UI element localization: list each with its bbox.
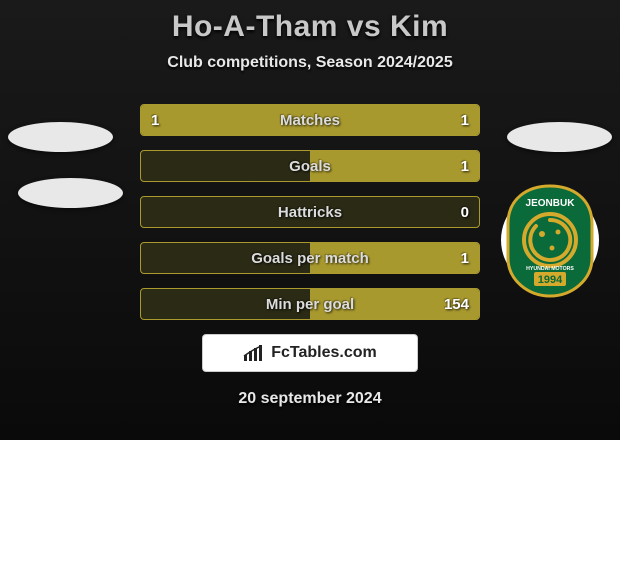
- stat-row: Goals1: [140, 150, 480, 182]
- club-badge-right: JEONBUK 1994 HYUNDAI MOTORS: [500, 180, 600, 300]
- stat-label: Goals per match: [141, 243, 479, 274]
- white-background: [0, 440, 620, 580]
- page-title: Ho-A-Tham vs Kim: [0, 10, 620, 44]
- badge-bottom-text: HYUNDAI MOTORS: [526, 266, 574, 272]
- badge-year: 1994: [538, 274, 563, 286]
- stat-label: Matches: [141, 105, 479, 136]
- subtitle: Club competitions, Season 2024/2025: [0, 54, 620, 72]
- player-photo-right-1: [507, 122, 612, 152]
- comparison-widget: Ho-A-Tham vs Kim Club competitions, Seas…: [0, 0, 620, 440]
- date-text: 20 september 2024: [0, 390, 620, 408]
- attribution-text: FcTables.com: [271, 344, 377, 362]
- stat-row: Goals per match1: [140, 242, 480, 274]
- stat-rows: 1Matches1Goals1Hattricks0Goals per match…: [140, 104, 480, 320]
- stat-value-right: 1: [461, 243, 469, 274]
- badge-top-text: JEONBUK: [526, 198, 576, 209]
- stat-value-right: 154: [444, 289, 469, 320]
- stat-row: Min per goal154: [140, 288, 480, 320]
- stat-row: 1Matches1: [140, 104, 480, 136]
- stat-row: Hattricks0: [140, 196, 480, 228]
- player-photo-left-1: [8, 122, 113, 152]
- stat-label: Goals: [141, 151, 479, 182]
- stat-value-right: 1: [461, 151, 469, 182]
- bar-chart-icon: [243, 344, 265, 362]
- player-photo-left-2: [18, 178, 123, 208]
- stat-label: Min per goal: [141, 289, 479, 320]
- stat-value-right: 1: [461, 105, 469, 136]
- stat-value-right: 0: [461, 197, 469, 228]
- stat-label: Hattricks: [141, 197, 479, 228]
- attribution-badge[interactable]: FcTables.com: [202, 334, 418, 372]
